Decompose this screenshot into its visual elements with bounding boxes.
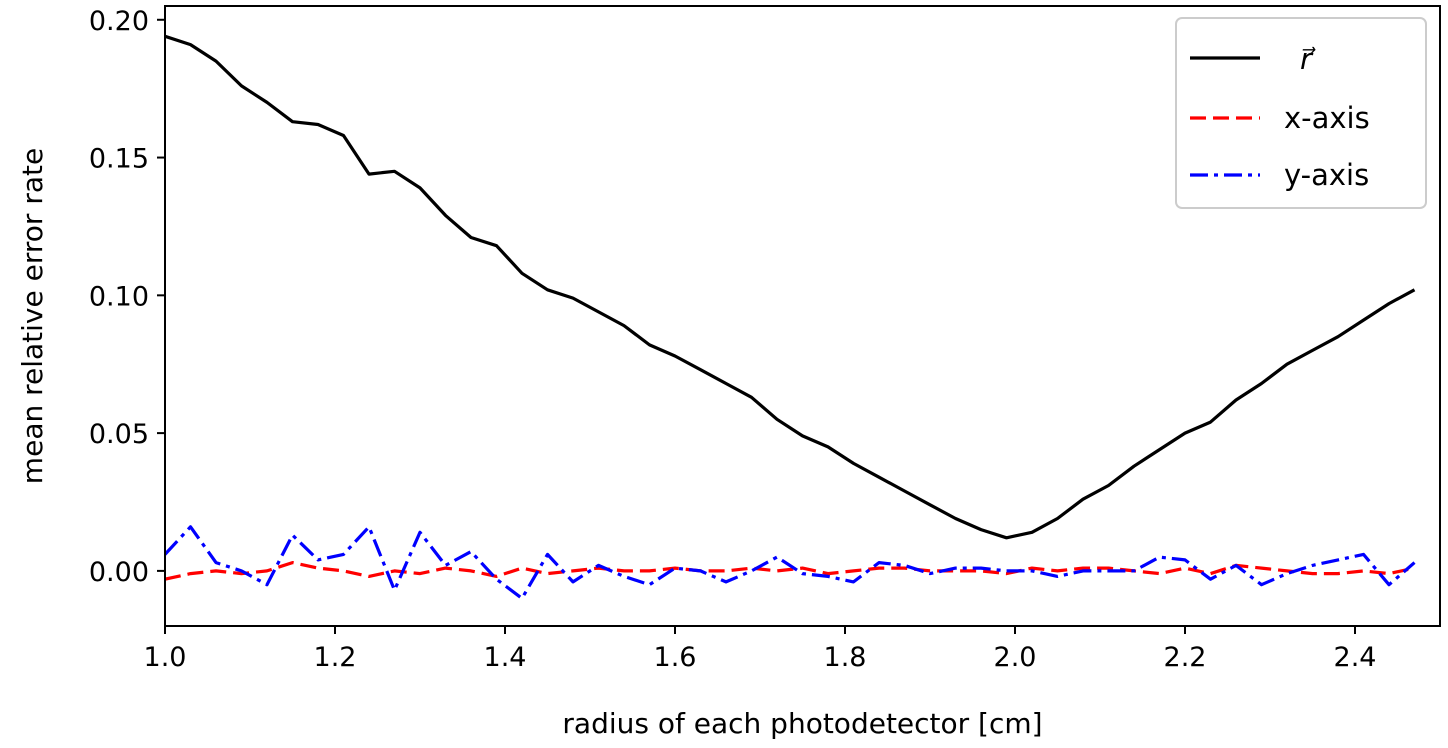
series-layer (165, 34, 1416, 601)
x-tick-label: 2.2 (1164, 642, 1207, 673)
y-axis-label: mean relative error rate (16, 148, 49, 484)
legend-label-y-axis: y-axis (1284, 158, 1369, 192)
y-axis-ticks: 0.00 0.05 0.10 0.15 0.20 (89, 6, 165, 588)
x-tick-label: 1.2 (314, 642, 357, 673)
x-axis-label: radius of each photodetector [cm] (562, 707, 1042, 740)
plot-frame (164, 5, 1441, 627)
series-line-y-axis (165, 525, 1416, 601)
x-tick-label: 2.0 (994, 642, 1037, 673)
series-line-r-vector (165, 34, 1416, 540)
x-tick-label: 1.6 (654, 642, 697, 673)
x-tick-label: 2.4 (1334, 642, 1377, 673)
x-tick-label: 1.8 (824, 642, 867, 673)
x-axis-ticks: 1.0 1.2 1.4 1.6 1.8 2.0 2.2 2.4 (144, 626, 1377, 673)
x-tick-label: 1.0 (144, 642, 187, 673)
y-tick-label: 0.10 (89, 281, 149, 312)
legend-box (1175, 17, 1427, 209)
y-tick-label: 0.15 (89, 144, 149, 175)
y-tick-label: 0.00 (89, 557, 149, 588)
legend-label-x-axis: x-axis (1284, 101, 1370, 135)
x-tick-label: 1.4 (484, 642, 527, 673)
y-tick-label: 0.20 (89, 6, 149, 37)
y-tick-label: 0.05 (89, 419, 149, 450)
series-line-x-axis (165, 560, 1415, 581)
